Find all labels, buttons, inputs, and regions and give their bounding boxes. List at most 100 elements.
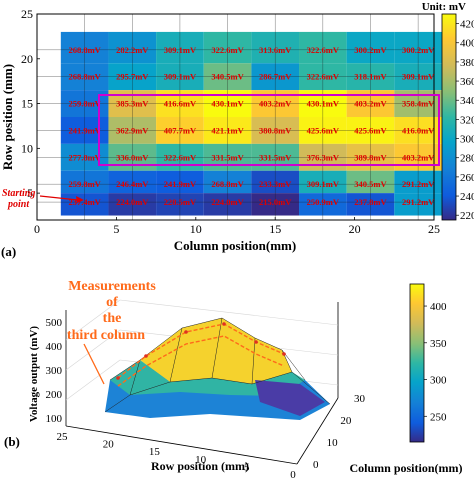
panel-a-label: (a) bbox=[1, 244, 16, 259]
heatmap-cell-value: 336.0mV bbox=[116, 152, 149, 162]
colorbar-b-ticks: 250 300 350 400 bbox=[424, 301, 447, 423]
heatmap-colorbar bbox=[441, 13, 457, 221]
heatmap-cell-value: 228.5mV bbox=[164, 197, 197, 207]
heatmap-cell-value: 259.8mV bbox=[68, 99, 101, 109]
colorbar-a-tick-label: 420 bbox=[460, 19, 474, 31]
heatmap-cell-value: 318.1mV bbox=[354, 72, 387, 82]
heatmap-cell-value: 224.0mV bbox=[116, 197, 149, 207]
heatmap-cell-value: 300.2mV bbox=[402, 45, 435, 55]
heatmap-cell-value: 362.9mV bbox=[116, 125, 149, 135]
heatmap-cell-value: 224.0mV bbox=[211, 197, 244, 207]
heatmap-ytick-label: 5 bbox=[27, 186, 33, 200]
heatmap-cell-value: 237.4mV bbox=[68, 197, 101, 207]
surface-measurement-points bbox=[116, 322, 286, 380]
heatmap-cell-value: 282.2mV bbox=[116, 45, 149, 55]
heatmap-xtick-label: 10 bbox=[190, 222, 202, 236]
starting-point-arrowhead bbox=[76, 196, 84, 203]
heatmap-cell-value: 403.2mV bbox=[259, 99, 292, 109]
heatmap-cell-value: 233.3mV bbox=[259, 179, 292, 189]
annotation: Measurements of the third column bbox=[67, 279, 156, 343]
surface-column-tick: 10 bbox=[327, 437, 339, 449]
heatmap-cell-value: 376.3mV bbox=[307, 152, 340, 162]
surface-row-tick: 5 bbox=[244, 461, 250, 473]
colorbar-a-tick-label: 280 bbox=[460, 153, 474, 165]
heatmap-ticks: 0 5 10 15 20 25 5 10 15 20 25 bbox=[21, 7, 440, 236]
heatmap-cell-value: 425.6mV bbox=[307, 125, 340, 135]
annotation-line3: the bbox=[103, 311, 122, 326]
heatmap-xlabel: Column position(mm) bbox=[174, 238, 296, 253]
heatmap-xtick-label: 0 bbox=[34, 222, 40, 236]
third-column-measurement-line bbox=[117, 323, 285, 379]
heatmap-cell-value: 340.5mV bbox=[354, 179, 387, 189]
surface-column-tick: 20 bbox=[340, 415, 352, 427]
heatmap-cell-value: 425.6mV bbox=[354, 125, 387, 135]
heatmap-cell-value: 322.6mV bbox=[211, 45, 244, 55]
heatmap-cell-value: 309.1mV bbox=[164, 72, 197, 82]
surface-row-tick: 15 bbox=[149, 446, 161, 458]
colorbar-b-tick-label: 250 bbox=[430, 411, 447, 423]
colorbar-unit-label: Unit: mV bbox=[422, 1, 466, 13]
heatmap-cell-value: 331.5mV bbox=[259, 152, 292, 162]
heatmap-axes-box bbox=[36, 13, 435, 221]
heatmap-cell-value: 416.6mV bbox=[164, 99, 197, 109]
colorbar-b-tick-label: 350 bbox=[430, 338, 447, 350]
heatmap-cell-value: 403.2mV bbox=[354, 99, 387, 109]
heatmap-cell-value: 421.1mV bbox=[211, 125, 244, 135]
surface-column-tick: 0 bbox=[313, 459, 319, 471]
surface-zlabel: Voltage output (mV) bbox=[28, 326, 40, 422]
heatmap-cell-value: 313.6mV bbox=[259, 45, 292, 55]
heatmap-cell-value: 259.8mV bbox=[68, 179, 101, 189]
heatmap-cell-value: 291.2mV bbox=[402, 179, 435, 189]
colorbar-a-tick-label: 260 bbox=[460, 172, 474, 184]
heatmap-cell-value: 241.9mV bbox=[68, 125, 101, 135]
surface-z-tick: 400 bbox=[46, 341, 63, 353]
heatmap-cell-value: 268.8mV bbox=[68, 45, 101, 55]
surface-colorbar bbox=[409, 283, 425, 443]
colorbar-a-tick-label: 360 bbox=[460, 76, 474, 88]
heatmap-ytick-label: 10 bbox=[21, 141, 33, 155]
heatmap-cell-value: 309.1mV bbox=[402, 72, 435, 82]
heatmap-cell-value: 358.4mV bbox=[402, 99, 435, 109]
heatmap-cell-value: 237.8mV bbox=[354, 197, 387, 207]
heatmap-cell-value: 407.7mV bbox=[164, 125, 197, 135]
surface-axes-frame bbox=[65, 302, 339, 465]
heatmap-cell-value: 309.1mV bbox=[307, 179, 340, 189]
heatmap-xtick-label: 25 bbox=[428, 222, 440, 236]
heatmap-cell-value: 380.8mV bbox=[259, 125, 292, 135]
surface-z-tick: 100 bbox=[46, 413, 63, 425]
annotation-line4: third column bbox=[67, 328, 145, 343]
heatmap-gridlines bbox=[37, 14, 434, 220]
highlight-box bbox=[98, 94, 440, 166]
heatmap-cell-value: 277.8mV bbox=[68, 152, 101, 162]
heatmap-ytick-label: 15 bbox=[21, 97, 33, 111]
colorbar-a-tick-label: 240 bbox=[460, 191, 474, 203]
surface-column-label: Column position(mm) bbox=[349, 461, 462, 475]
starting-point-arrow bbox=[39, 195, 79, 201]
heatmap-cell-value: 246.4mV bbox=[116, 179, 149, 189]
heatmap-ytick-label: 25 bbox=[21, 7, 33, 21]
heatmap-cell-value: 322.6mV bbox=[164, 152, 197, 162]
heatmap-cell-value: 268.8mV bbox=[211, 179, 244, 189]
heatmap-cell-value: 331.5mV bbox=[211, 152, 244, 162]
colorbar-a-tick-label: 320 bbox=[460, 114, 474, 126]
colorbar-b-tick-label: 300 bbox=[430, 375, 447, 387]
heatmap-cell-value: 389.8mV bbox=[354, 152, 387, 162]
colorbar-a-tick-label: 400 bbox=[460, 38, 474, 50]
surface-row-tick: 0 bbox=[290, 469, 296, 479]
heatmap-cell-value: 300.2mV bbox=[354, 45, 387, 55]
surface-mesh bbox=[104, 317, 331, 413]
heatmap-ylabel: Row position (mm) bbox=[0, 64, 15, 170]
annotation-arrow bbox=[83, 343, 105, 385]
heatmap-xtick-label: 20 bbox=[349, 222, 361, 236]
heatmap-cell-value: 215.0mV bbox=[259, 197, 292, 207]
heatmap-xtick-label: 5 bbox=[113, 222, 119, 236]
colorbar-b-tick-label: 400 bbox=[430, 301, 447, 313]
surface-row-tick: 20 bbox=[103, 439, 115, 451]
heatmap-cell-value: 250.9mV bbox=[307, 197, 340, 207]
heatmap-cell-value: 385.3mV bbox=[116, 99, 149, 109]
third-column-measurement-line-lower bbox=[117, 335, 285, 387]
surface-row-tick: 10 bbox=[195, 454, 207, 466]
heatmap-cell-value: 403.2mV bbox=[402, 152, 435, 162]
surface-peak-region bbox=[140, 318, 292, 384]
